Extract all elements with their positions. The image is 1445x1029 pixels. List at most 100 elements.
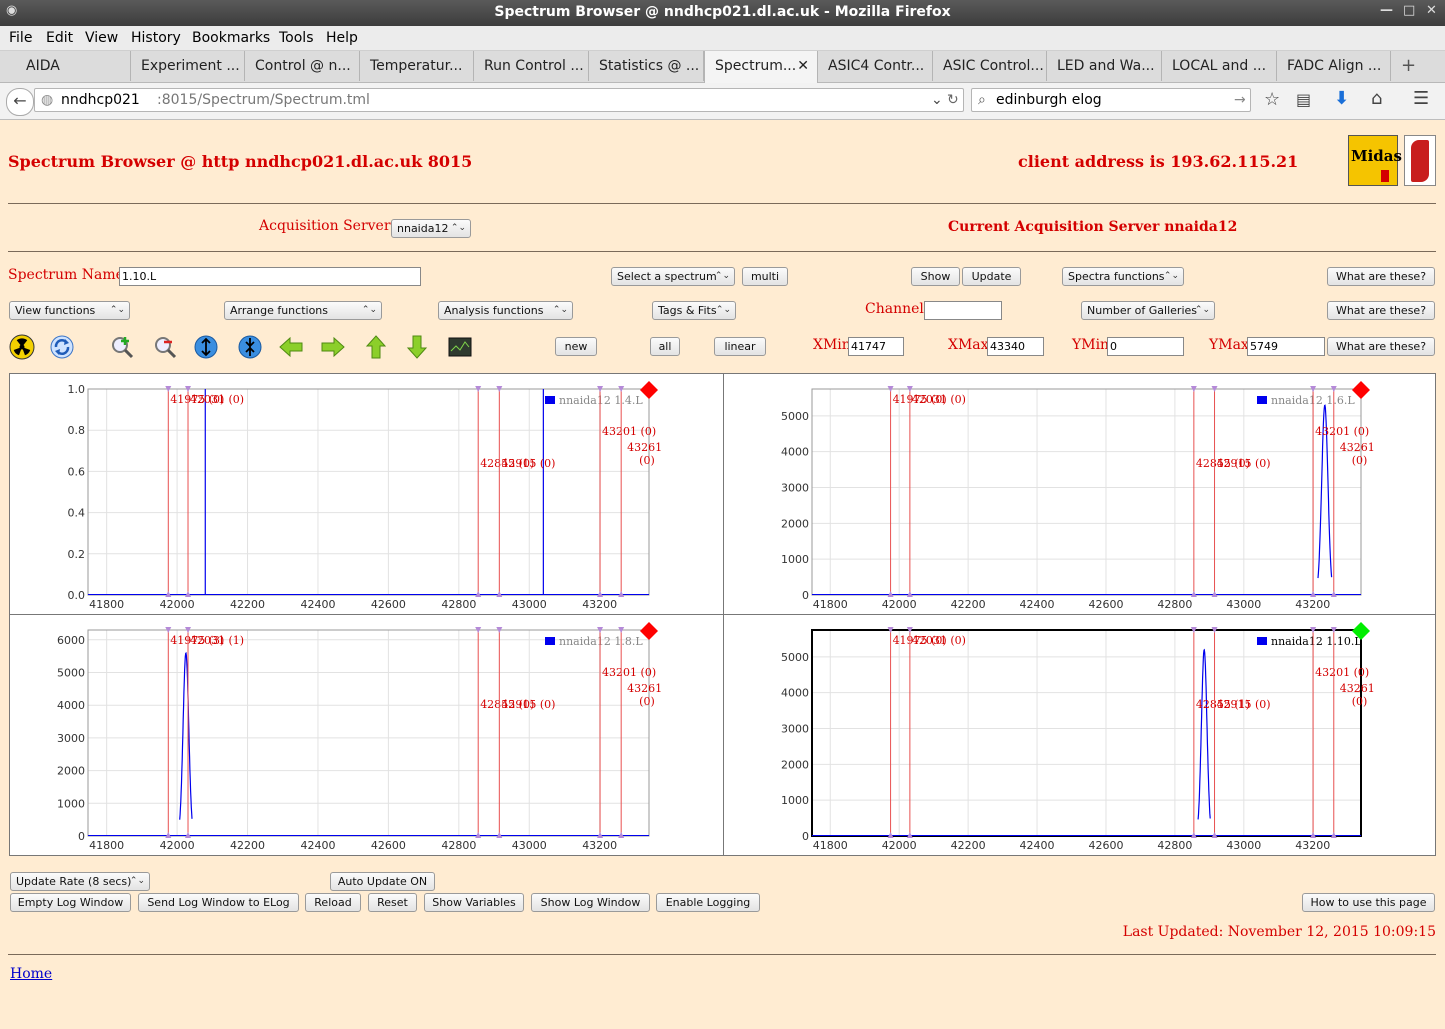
show-button[interactable]: Show [911,267,960,286]
arrow-left-icon[interactable] [278,334,304,360]
spectrum-chart-3[interactable]: 41800 42000 42200 42400 42600 42800 43000 43200… [10,615,723,855]
arrow-down-icon[interactable] [404,334,430,360]
what-are-these-button-3[interactable]: What are these? [1327,337,1435,356]
new-tab-icon[interactable]: + [1401,55,1417,76]
view-functions-dropdown[interactable]: View functions ⌃⌄ [9,301,130,320]
arrange-functions-dropdown[interactable]: Arrange functions ⌃⌄ [224,301,382,320]
reload-icon[interactable]: ↻ [947,92,959,108]
tab-experiment[interactable]: Experiment ... [131,51,245,81]
show-variables-button[interactable]: Show Variables [424,893,524,912]
channel-label: Channel: [865,301,929,317]
menu-edit[interactable]: Edit [46,30,74,46]
tab-statistics[interactable]: Statistics @ ... [589,51,704,81]
empty-log-button[interactable]: Empty Log Window [10,893,131,912]
number-of-galleries-dropdown[interactable]: Number of Galleries ⌃⌄ [1081,301,1215,320]
enable-logging-button[interactable]: Enable Logging [656,893,760,912]
expand-vertical-icon[interactable] [193,334,219,360]
tab-aida[interactable]: AIDA [16,51,131,81]
what-are-these-button-2[interactable]: What are these? [1327,301,1435,320]
select-spectrum-dropdown[interactable]: Select a spectrum ⌃⌄ [611,267,735,286]
arrow-right-icon[interactable] [320,334,346,360]
close-tab-icon[interactable]: ✕ [797,58,809,74]
spectrum-name-input[interactable]: 1.10.L [119,267,421,286]
tab-local[interactable]: LOCAL and ... [1162,51,1277,81]
tab-temperature[interactable]: Temperatur... [360,51,474,81]
url-bar[interactable]: ◍ nndhcp021 :8015/Spectrum/Spectrum.tml … [34,88,964,112]
spectrum-chart-4[interactable]: 41800 42000 42200 42400 42600 42800 43000 43200… [724,615,1435,855]
spectrum-panel-3[interactable]: 41800 42000 42200 42400 42600 42800 43000 43200… [9,614,724,856]
close-window-icon[interactable]: ✕ [1426,3,1437,18]
menu-tools[interactable]: Tools [279,30,314,46]
menu-view[interactable]: View [85,30,119,46]
xmax-input[interactable]: 43340 [987,337,1044,356]
tag-marker-top [1330,386,1337,392]
search-bar[interactable]: ⌕ edinburgh elog → [971,88,1251,112]
update-button[interactable]: Update [962,267,1021,286]
download-icon[interactable]: ⬇ [1334,88,1350,109]
show-log-window-button[interactable]: Show Log Window [531,893,650,912]
tag-marker-top [475,627,482,633]
send-log-elog-button[interactable]: Send Log Window to ELog [138,893,299,912]
acquisition-server-select[interactable]: nnaida12 ⌃⌄ [391,219,471,238]
what-are-these-button-1[interactable]: What are these? [1327,267,1435,286]
menu-hamburger-icon[interactable]: ☰ [1413,88,1430,109]
radiation-icon[interactable] [9,334,35,360]
tab-asic4-control[interactable]: ASIC4 Contr... [818,51,933,81]
spectrum-panel-1[interactable]: 41800 42000 42200 42400 42600 42800 43000 43200… [9,373,724,615]
spectrum-panel-2[interactable]: 41800 42000 42200 42400 42600 42800 43000 43200… [723,373,1436,615]
legend-label: nnaida12 1.8.L [559,635,643,648]
spectrum-chart-1[interactable]: 41800 42000 42200 42400 42600 42800 43000 43200… [10,374,723,614]
analysis-functions-dropdown[interactable]: Analysis functions ⌃⌄ [438,301,573,320]
window-titlebar: ◉ Spectrum Browser @ nndhcp021.dl.ac.uk … [0,0,1445,26]
reset-button[interactable]: Reset [368,893,417,912]
compress-vertical-icon[interactable] [237,334,263,360]
multi-button[interactable]: multi [742,267,788,286]
menu-history[interactable]: History [131,30,181,46]
ymin-input[interactable]: 0 [1107,337,1184,356]
zoom-in-icon[interactable] [109,334,135,360]
tab-led[interactable]: LED and Wa... [1047,51,1162,81]
reload-button[interactable]: Reload [305,893,361,912]
linear-button[interactable]: linear [714,337,766,356]
how-to-use-button[interactable]: How to use this page [1302,893,1435,912]
new-button[interactable]: new [555,337,597,356]
menu-bookmarks[interactable]: Bookmarks [192,30,271,46]
spectrum-chart-2[interactable]: 41800 42000 42200 42400 42600 42800 43000 43200… [724,374,1435,614]
tab-asic-control[interactable]: ASIC Control... [933,51,1047,81]
menu-help[interactable]: Help [326,30,358,46]
tab-run-control[interactable]: Run Control ... [474,51,589,81]
arrow-up-icon[interactable] [363,334,389,360]
y-tick-label: 3000 [57,732,85,745]
spectra-functions-dropdown[interactable]: Spectra functions ⌃⌄ [1062,267,1184,286]
url-dropdown-icon[interactable]: ⌄ [931,92,943,108]
tag-label: 43261 [1340,682,1375,695]
tab-spectrum[interactable]: Spectrum... ✕ [704,51,818,83]
tab-fadc-align[interactable]: FADC Align ... [1277,51,1391,81]
home-icon[interactable]: ⌂ [1371,88,1383,109]
home-link[interactable]: Home [10,966,53,982]
back-icon[interactable]: ← [6,88,34,116]
search-go-icon[interactable]: → [1234,92,1246,108]
bookmark-star-icon[interactable]: ☆ [1264,89,1281,110]
search-input[interactable]: edinburgh elog [996,92,1102,108]
x-tick-label: 42200 [951,598,986,611]
minimize-icon[interactable]: — [1380,3,1393,18]
all-button[interactable]: all [650,337,680,356]
update-rate-dropdown[interactable]: Update Rate (8 secs) ⌃⌄ [10,872,150,891]
channel-input[interactable] [924,301,1002,320]
refresh-icon[interactable] [49,334,75,360]
ymax-input[interactable]: 5749 [1247,337,1325,356]
xmin-input[interactable]: 41747 [848,337,904,356]
auto-update-button[interactable]: Auto Update ON [330,872,435,891]
screenshot-icon[interactable] [447,334,473,360]
y-tick-label: 1000 [57,797,85,810]
zoom-out-icon[interactable] [152,334,178,360]
y-tick-label: 0 [78,830,85,843]
spectrum-panel-4[interactable]: 41800 42000 42200 42400 42600 42800 43000 43200… [723,614,1436,856]
maximize-icon[interactable]: □ [1403,3,1416,18]
tab-control[interactable]: Control @ n... [245,51,360,81]
tags-fits-dropdown[interactable]: Tags & Fits ⌃⌄ [652,301,736,320]
site-info-icon[interactable]: ◍ [41,92,54,108]
reading-list-icon[interactable]: ▤ [1296,90,1312,109]
menu-file[interactable]: File [9,30,33,46]
